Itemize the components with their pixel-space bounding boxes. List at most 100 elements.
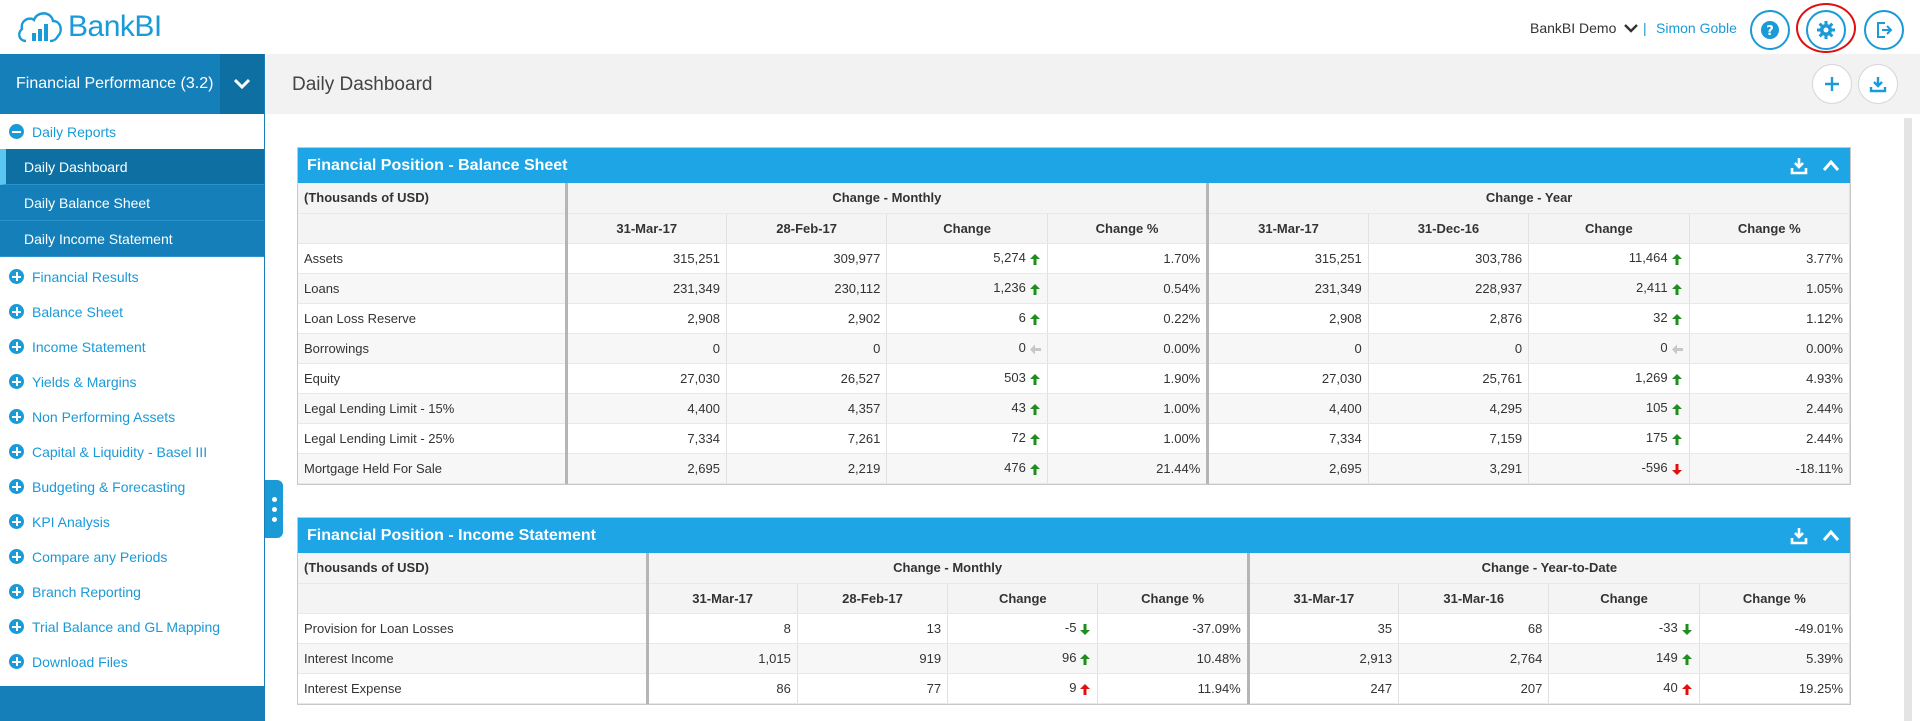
table-cell: 72 (886, 423, 1048, 454)
sidebar-item[interactable]: Financial Results (0, 259, 264, 294)
sidebar-item-label: Budgeting & Forecasting (32, 478, 186, 495)
sidebar-section-daily-reports[interactable]: Daily Reports (0, 114, 264, 149)
column-header[interactable]: 31-Mar-17 (1207, 213, 1369, 244)
table-cell: 0 (1528, 333, 1690, 364)
cell-value: 7,334 (1329, 430, 1362, 446)
table-cell: 919 (797, 643, 949, 674)
column-header[interactable]: Change (1528, 213, 1690, 244)
table-row: Mortgage Held For Sale 2,695 2,219 476 21.44… (298, 453, 1851, 484)
cell-value: 96 (1061, 650, 1077, 666)
cell-value: 19.25% (1798, 680, 1843, 696)
group-header-monthly: Change - Monthly (566, 183, 1210, 214)
table-cell: 207 (1398, 673, 1550, 704)
user-name-link[interactable]: Simon Goble (1656, 20, 1737, 36)
plus-circle-icon (9, 339, 24, 354)
logout-button[interactable] (1864, 10, 1904, 50)
table-cell: 2,913 (1248, 643, 1400, 674)
bankbi-logo[interactable]: BankBI (16, 6, 162, 48)
cell-value: 27,030 (1321, 370, 1362, 386)
sidebar-subitem[interactable]: Daily Income Statement (0, 221, 264, 257)
plus-circle-icon (9, 654, 24, 669)
row-label: Equity (298, 363, 568, 394)
module-title[interactable]: Financial Performance (3.2) (16, 75, 214, 92)
table-cell: 0 (566, 333, 727, 364)
cell-value: 32 (1653, 310, 1668, 326)
page-scrollbar[interactable] (1904, 118, 1912, 721)
table-cell: 2,908 (566, 303, 727, 334)
table-cell: 2,908 (1207, 303, 1369, 334)
plus-circle-icon (9, 269, 24, 284)
sidebar-subitem[interactable]: Daily Dashboard (0, 149, 264, 185)
module-dropdown-button[interactable] (220, 54, 264, 114)
column-header[interactable]: Change % (1689, 213, 1851, 244)
column-header[interactable]: Change % (1699, 583, 1851, 614)
minus-circle-icon (9, 124, 24, 139)
column-header[interactable]: Change % (1047, 213, 1210, 244)
sidebar-item[interactable]: Trial Balance and GL Mapping (0, 609, 264, 644)
cell-value: 0.54% (1163, 280, 1201, 296)
column-header[interactable]: 31-Mar-17 (647, 583, 798, 614)
sidebar-item[interactable]: Balance Sheet (0, 294, 264, 329)
sidebar-item-label: Yields & Margins (32, 373, 137, 390)
sidebar-item[interactable]: Compare any Periods (0, 539, 264, 574)
cell-value: 5.39% (1806, 650, 1843, 666)
cell-value: 1.12% (1806, 310, 1843, 326)
sidebar-item[interactable]: Download Files (0, 644, 264, 679)
sidebar-subitem[interactable]: Daily Balance Sheet (0, 185, 264, 221)
table-cell: 2,695 (1207, 453, 1369, 484)
table-cell: 1,236 (886, 273, 1048, 304)
column-header[interactable]: 31-Mar-16 (1398, 583, 1550, 614)
table-cell: 0.00% (1689, 333, 1851, 364)
help-button[interactable]: ? (1750, 10, 1790, 50)
column-header[interactable]: 31-Mar-17 (566, 213, 727, 244)
chevron-down-icon (234, 78, 250, 90)
download-dashboard-button[interactable] (1858, 64, 1898, 104)
sidebar-item[interactable]: Non Performing Assets (0, 399, 264, 434)
table-cell: 5,274 (886, 243, 1048, 274)
sidebar-item[interactable]: Yields & Margins (0, 364, 264, 399)
cell-value: 315,251 (672, 250, 720, 266)
column-header[interactable]: Change (886, 213, 1048, 244)
sidebar-item[interactable]: KPI Analysis (0, 504, 264, 539)
page-title: Daily Dashboard (292, 74, 433, 95)
download-icon[interactable] (1790, 527, 1808, 545)
table-cell: 4,400 (1207, 393, 1369, 424)
add-widget-button[interactable] (1812, 64, 1852, 104)
table-cell: 4,295 (1368, 393, 1530, 424)
column-header[interactable]: 31-Dec-16 (1368, 213, 1530, 244)
sidebar-item[interactable]: Branch Reporting (0, 574, 264, 609)
table-cell: 2,219 (726, 453, 888, 484)
sidebar-item[interactable]: Capital & Liquidity - Basel III (0, 434, 264, 469)
sidebar-item[interactable]: Budgeting & Forecasting (0, 469, 264, 504)
table-cell: 7,159 (1368, 423, 1530, 454)
chevron-up-icon[interactable] (1822, 527, 1840, 545)
table-cell: 230,112 (726, 273, 888, 304)
column-header[interactable]: Change % (1097, 583, 1250, 614)
sidebar-item[interactable]: Income Statement (0, 329, 264, 364)
arrow-up-icon (1681, 683, 1692, 695)
cell-value: 228,937 (1475, 280, 1523, 296)
panel-title: Financial Position - Balance Sheet (307, 156, 568, 174)
download-icon[interactable] (1790, 157, 1808, 175)
cell-value: 1.70% (1163, 250, 1201, 266)
sidebar-item-label: KPI Analysis (32, 513, 110, 530)
header-separator: | (1643, 20, 1647, 36)
arrow-down-icon (1671, 463, 1682, 475)
column-header[interactable]: 31-Mar-17 (1248, 583, 1400, 614)
chevron-up-icon[interactable] (1822, 157, 1840, 175)
cell-value: 13 (926, 620, 942, 636)
cell-value: 11.94% (1197, 680, 1241, 696)
column-header[interactable]: Change (947, 583, 1099, 614)
column-header[interactable]: 28-Feb-17 (797, 583, 949, 614)
cell-value: 2,908 (687, 310, 720, 326)
plus-circle-icon (9, 619, 24, 634)
organisation-select[interactable]: BankBI Demo (1530, 20, 1639, 36)
arrow-up-icon (1671, 403, 1682, 415)
table-cell: 2,411 (1528, 273, 1690, 304)
sidebar-collapse-handle[interactable] (265, 480, 283, 538)
column-header[interactable]: 28-Feb-17 (726, 213, 888, 244)
cell-value: 315,251 (1314, 250, 1362, 266)
sidebar-item-label: Compare any Periods (32, 548, 168, 565)
column-header[interactable]: Change (1548, 583, 1700, 614)
arrow-up-icon (1681, 653, 1692, 665)
